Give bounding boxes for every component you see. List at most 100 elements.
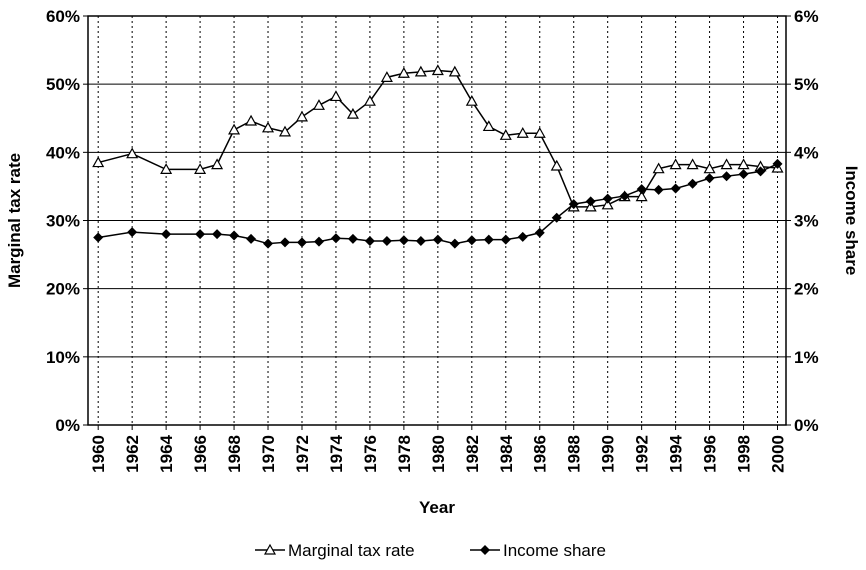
y-tick-label: 50% <box>46 75 80 94</box>
x-tick-label: 1974 <box>327 434 346 472</box>
marker-triangle <box>126 147 139 159</box>
marker-diamond <box>755 166 766 177</box>
x-tick-label: 1982 <box>463 435 482 473</box>
marker-diamond <box>551 212 562 223</box>
y2-axis-label: Income share <box>842 166 861 276</box>
marker-triangle <box>737 158 750 170</box>
y2-tick-label: 0% <box>794 416 819 435</box>
marker-triangle <box>92 156 105 168</box>
plot-frame <box>87 15 787 426</box>
marker-diamond <box>704 173 715 184</box>
marker-triangle <box>550 159 563 171</box>
x-tick-label: 1964 <box>157 434 176 472</box>
x-tick-label: 2000 <box>769 435 788 473</box>
x-tick-label: 1994 <box>667 434 686 472</box>
marker-diamond <box>602 193 613 204</box>
y2-tick-label: 2% <box>794 280 819 299</box>
marker-diamond <box>364 235 375 246</box>
marker-diamond <box>296 237 307 248</box>
marker-triangle <box>295 110 309 122</box>
marker-diamond <box>229 230 240 241</box>
marker-triangle <box>329 90 342 102</box>
marker-diamond <box>653 184 664 195</box>
x-tick-label: 1998 <box>735 435 754 473</box>
marker-triangle <box>652 162 665 174</box>
marker-triangle <box>720 158 733 170</box>
legend-label: Marginal tax rate <box>288 541 415 560</box>
marker-triangle <box>261 121 275 133</box>
legend-label: Income share <box>503 541 606 560</box>
marker-triangle <box>703 162 716 174</box>
y2-tick-label: 6% <box>794 7 819 26</box>
y-tick-label: 10% <box>46 348 80 367</box>
marker-diamond <box>721 171 732 182</box>
marker-diamond <box>347 233 358 244</box>
marker-triangle <box>228 123 241 135</box>
x-tick-label: 1976 <box>361 435 380 473</box>
marker-triangle <box>499 129 512 140</box>
marker-triangle <box>516 127 529 138</box>
marker-diamond <box>263 238 274 249</box>
marker-triangle <box>448 65 461 77</box>
marker-triangle <box>194 163 207 174</box>
x-tick-label: 1962 <box>123 435 142 473</box>
marker-diamond <box>280 237 291 248</box>
x-tick-label: 1970 <box>259 435 278 473</box>
marker-diamond <box>432 234 443 245</box>
marker-triangle <box>211 158 224 170</box>
marker-triangle <box>482 120 495 132</box>
y2-tick-label: 1% <box>794 348 819 367</box>
x-tick-label: 1968 <box>225 435 244 473</box>
marker-triangle <box>346 107 359 119</box>
y2-tick-label: 5% <box>794 75 819 94</box>
y2-tick-label: 4% <box>794 143 819 162</box>
marker-diamond <box>449 238 460 249</box>
marker-triangle <box>380 71 393 82</box>
x-tick-label: 1990 <box>599 435 618 473</box>
marker-triangle <box>312 99 325 110</box>
marker-triangle <box>363 94 376 106</box>
marker-diamond <box>687 178 698 189</box>
x-tick-label: 1978 <box>395 435 414 473</box>
marker-diamond <box>466 235 477 246</box>
marker-diamond <box>330 233 341 244</box>
marker-diamond <box>670 183 681 194</box>
y-axis-label: Marginal tax rate <box>5 153 24 288</box>
marker-diamond <box>398 235 409 246</box>
marker-triangle <box>601 198 614 210</box>
marker-diamond <box>246 233 257 244</box>
marker-diamond <box>619 190 630 201</box>
marker-triangle <box>245 114 258 126</box>
x-tick-label: 1972 <box>293 435 312 473</box>
marker-diamond <box>636 184 647 195</box>
marker-diamond <box>127 227 138 238</box>
x-tick-label: 1986 <box>531 435 550 473</box>
y-tick-label: 60% <box>46 7 80 26</box>
marker-triangle <box>635 190 648 202</box>
marker-triangle <box>263 543 277 555</box>
y2-tick-label: 3% <box>794 212 819 231</box>
x-tick-label: 1984 <box>497 434 516 472</box>
marker-triangle <box>669 158 682 170</box>
marker-diamond <box>415 235 426 246</box>
marker-diamond <box>381 235 392 246</box>
x-tick-label: 1960 <box>89 435 108 473</box>
marker-triangle <box>431 64 444 76</box>
marker-diamond <box>534 227 545 238</box>
marker-triangle <box>533 127 546 138</box>
x-tick-label: 1996 <box>701 435 720 473</box>
marker-diamond <box>313 236 324 247</box>
x-tick-label: 1988 <box>565 435 584 473</box>
y-tick-label: 0% <box>55 416 80 435</box>
marker-diamond <box>212 229 223 240</box>
marker-triangle <box>160 163 173 174</box>
x-tick-label: 1980 <box>429 435 448 473</box>
y-tick-label: 20% <box>46 280 80 299</box>
y-tick-label: 30% <box>46 212 80 231</box>
x-tick-label: 1992 <box>633 435 652 473</box>
marker-diamond <box>480 545 490 555</box>
marker-diamond <box>483 234 494 245</box>
marker-diamond <box>772 158 783 169</box>
